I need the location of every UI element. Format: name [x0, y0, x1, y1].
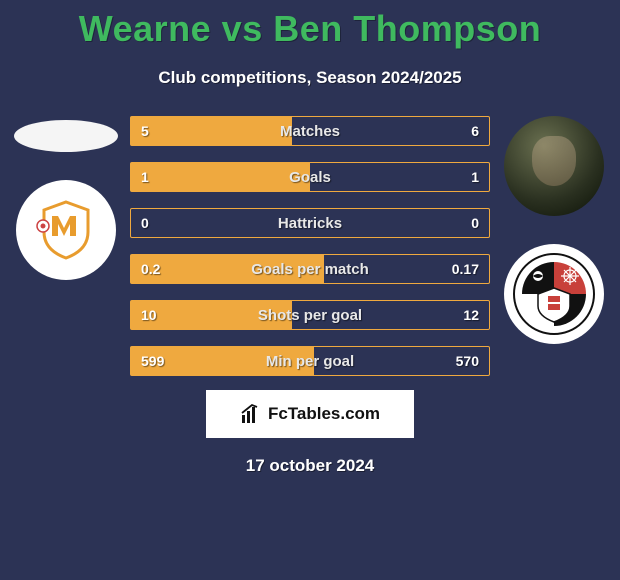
- bar-hattricks: 0 Hattricks 0: [130, 208, 490, 238]
- left-player-column: [6, 116, 126, 376]
- comparison-subtitle: Club competitions, Season 2024/2025: [0, 68, 620, 88]
- brand-footer: FcTables.com: [206, 390, 414, 438]
- right-player-club-badge: [504, 244, 604, 344]
- bromley-fc-icon: [512, 252, 596, 336]
- stat-label: Goals: [131, 169, 489, 186]
- bar-matches: 5 Matches 6: [130, 116, 490, 146]
- bar-min-per-goal: 599 Min per goal 570: [130, 346, 490, 376]
- stat-label: Goals per match: [131, 261, 489, 278]
- stat-label: Hattricks: [131, 215, 489, 232]
- comparison-date: 17 october 2024: [0, 456, 620, 476]
- brand-text: FcTables.com: [268, 404, 380, 424]
- comparison-title: Wearne vs Ben Thompson: [0, 0, 620, 50]
- stat-label: Min per goal: [131, 353, 489, 370]
- mk-dons-icon: [34, 198, 98, 262]
- bar-goals: 1 Goals 1: [130, 162, 490, 192]
- stat-label: Shots per goal: [131, 307, 489, 324]
- left-player-club-badge: [16, 180, 116, 280]
- left-player-avatar: [14, 120, 118, 152]
- stats-bars: 5 Matches 6 1 Goals 1 0 Hattricks 0 0.2 …: [126, 116, 494, 376]
- stat-label: Matches: [131, 123, 489, 140]
- right-player-column: [494, 116, 614, 376]
- bar-shots-per-goal: 10 Shots per goal 12: [130, 300, 490, 330]
- chart-icon: [240, 403, 262, 425]
- content-area: 5 Matches 6 1 Goals 1 0 Hattricks 0 0.2 …: [0, 116, 620, 376]
- bar-goals-per-match: 0.2 Goals per match 0.17: [130, 254, 490, 284]
- right-player-avatar: [504, 116, 604, 216]
